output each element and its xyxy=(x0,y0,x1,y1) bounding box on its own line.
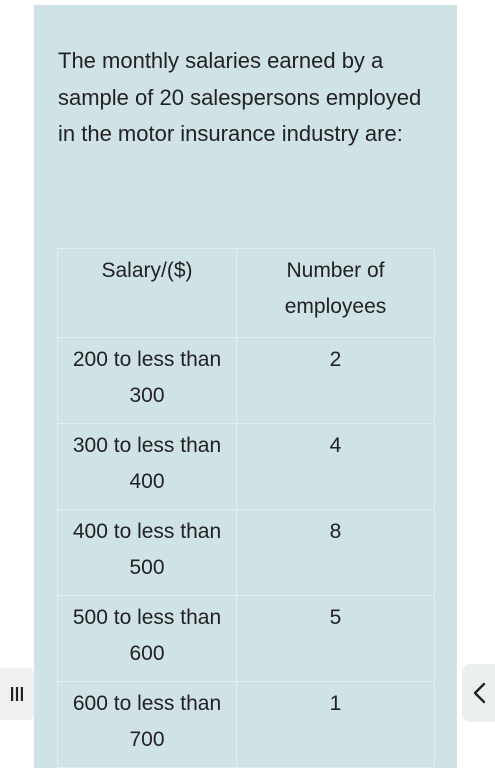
table-row: 200 to less than 300 2 xyxy=(57,337,435,424)
table-row: 500 to less than 600 5 xyxy=(57,595,435,682)
salary-cell: 500 to less than 600 xyxy=(57,595,237,682)
chevron-left-icon xyxy=(473,682,485,704)
question-card: The monthly salaries earned by a sample … xyxy=(34,5,457,768)
salary-cell: 400 to less than 500 xyxy=(57,509,237,596)
back-button[interactable] xyxy=(462,664,495,722)
employees-cell: 1 xyxy=(236,681,435,768)
employees-cell: 4 xyxy=(236,423,435,510)
table-row: 600 to less than 700 1 xyxy=(57,681,435,768)
employees-cell: 8 xyxy=(236,509,435,596)
salary-header: Salary/($) xyxy=(57,248,237,338)
menu-button[interactable] xyxy=(0,668,34,720)
employees-header: Number of employees xyxy=(236,248,435,338)
employees-cell: 2 xyxy=(236,337,435,424)
hamburger-menu-icon xyxy=(11,687,23,701)
table-row: 400 to less than 500 8 xyxy=(57,509,435,596)
salary-cell: 200 to less than 300 xyxy=(57,337,237,424)
table-row: 300 to less than 400 4 xyxy=(57,423,435,510)
salary-cell: 600 to less than 700 xyxy=(57,681,237,768)
employees-cell: 5 xyxy=(236,595,435,682)
salary-cell: 300 to less than 400 xyxy=(57,423,237,510)
question-intro: The monthly salaries earned by a sample … xyxy=(58,48,422,146)
table-header-row: Salary/($) Number of employees xyxy=(57,248,435,338)
salary-table: Salary/($) Number of employees 200 to le… xyxy=(57,248,435,768)
